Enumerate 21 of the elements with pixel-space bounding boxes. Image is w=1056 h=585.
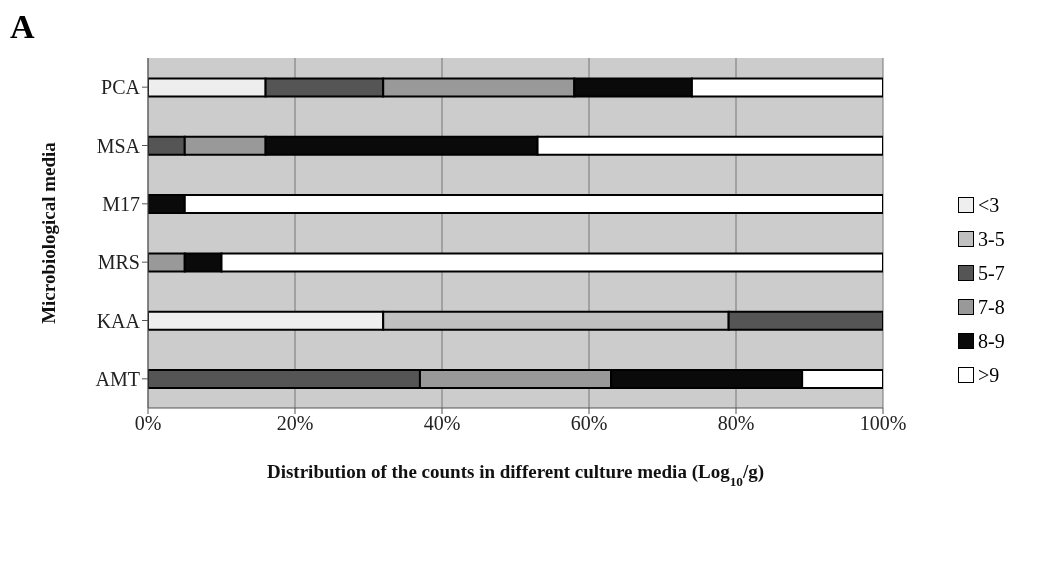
y-tick-label: KAA xyxy=(96,309,141,332)
legend-label: >9 xyxy=(978,363,1000,388)
x-tick-label: 40% xyxy=(423,412,461,435)
y-axis-title: Microbiological media xyxy=(37,141,59,324)
x-tick-label: 100% xyxy=(859,412,907,435)
chart-title: A xyxy=(10,8,35,46)
legend-label: 8-9 xyxy=(978,329,1005,354)
y-tick-label: M17 xyxy=(102,192,140,215)
x-tick-label: 80% xyxy=(717,412,755,435)
x-axis-title: Distribution of the counts in different culture media (Log$_{10}$/g) xyxy=(266,461,765,489)
x-tick-label: 60% xyxy=(570,412,608,435)
x-tick-label: 20% xyxy=(276,412,314,435)
y-tick-label: MSA xyxy=(96,134,141,157)
y-tick-label: PCA xyxy=(101,76,141,99)
legend-label: 5-7 xyxy=(978,261,1005,286)
x-tick-label: 0% xyxy=(134,412,162,435)
legend-label: 3-5 xyxy=(978,227,1005,252)
legend-label: <3 xyxy=(978,193,1000,218)
legend-label: 7-8 xyxy=(978,295,1005,320)
y-tick-label: MRS xyxy=(97,251,140,274)
y-tick-label: AMT xyxy=(95,367,140,390)
